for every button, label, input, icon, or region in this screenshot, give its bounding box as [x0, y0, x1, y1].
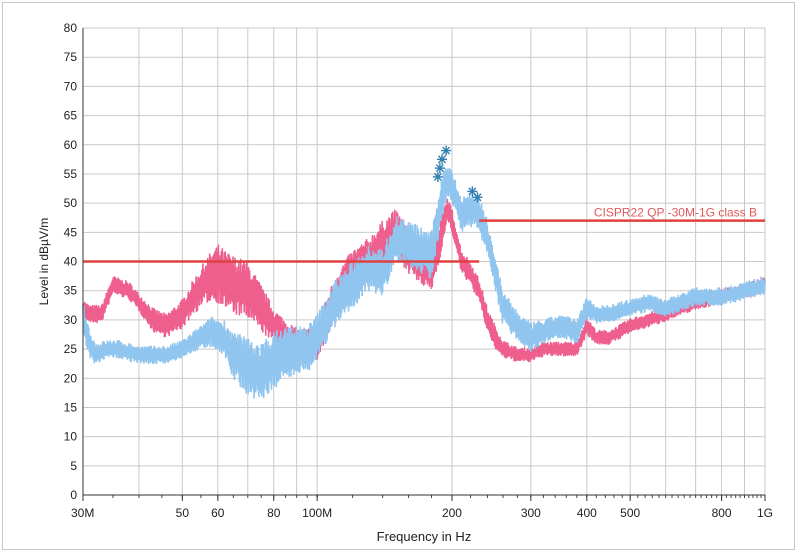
peak-marker-stroke [473, 193, 482, 202]
x-tick-label: 100M [302, 506, 332, 520]
y-tick-label: 5 [70, 459, 77, 473]
axes: 0 5 10 15 20 25 30 35 40 45 50 55 60 65 70 75 80 30M 50 60 8… [64, 21, 773, 520]
peak-marker-stroke [433, 172, 442, 181]
labels: CISPR22 QP -30M-1G class B Frequency in … [37, 206, 757, 544]
y-tick-label: 35 [64, 284, 78, 298]
y-tick-label: 55 [64, 167, 78, 181]
y-tick-label: 45 [64, 225, 78, 239]
marker-layer [432, 145, 483, 203]
x-tick-label: 50 [176, 506, 190, 520]
y-tick-label: 30 [64, 313, 78, 327]
x-tick-label: 500 [620, 506, 640, 520]
series-2-trace [82, 167, 766, 399]
peak-marker-stroke [442, 146, 451, 155]
peak-marker [472, 192, 483, 203]
peak-marker-stroke [468, 187, 477, 196]
y-tick-label: 40 [64, 255, 78, 269]
y-tick-label: 50 [64, 196, 78, 210]
x-tick-label: 800 [712, 506, 732, 520]
x-tick-label: 400 [577, 506, 597, 520]
x-axis-label: Frequency in Hz [377, 529, 472, 544]
y-tick-label: 60 [64, 138, 78, 152]
x-tick-label: 300 [521, 506, 541, 520]
y-tick-label: 25 [64, 342, 78, 356]
y-tick-label: 10 [64, 430, 78, 444]
y-tick-label: 75 [64, 50, 78, 64]
peak-marker-stroke [437, 155, 447, 164]
y-tick-label: 0 [70, 488, 77, 502]
y-tick-label: 80 [64, 21, 78, 35]
x-tick-label: 30M [71, 506, 94, 520]
x-tick-label: 80 [267, 506, 281, 520]
peak-marker-stroke [435, 164, 444, 173]
limit-layer [83, 219, 765, 263]
peak-marker [432, 171, 443, 182]
peak-marker [434, 163, 445, 174]
x-tick-label: 1G [757, 506, 773, 520]
series-layer [82, 167, 766, 399]
x-tick-label: 60 [211, 506, 225, 520]
y-tick-label: 70 [64, 79, 78, 93]
y-tick-label: 20 [64, 371, 78, 385]
y-tick-label: 65 [64, 109, 78, 123]
peak-marker [441, 145, 452, 156]
x-tick-label: 200 [442, 506, 462, 520]
limit-line-label: CISPR22 QP -30M-1G class B [594, 206, 757, 220]
series-1-trace [82, 198, 766, 363]
peak-marker [437, 154, 447, 165]
y-axis-label: Level in dBµV/m [37, 218, 51, 306]
y-tick-label: 15 [64, 400, 78, 414]
